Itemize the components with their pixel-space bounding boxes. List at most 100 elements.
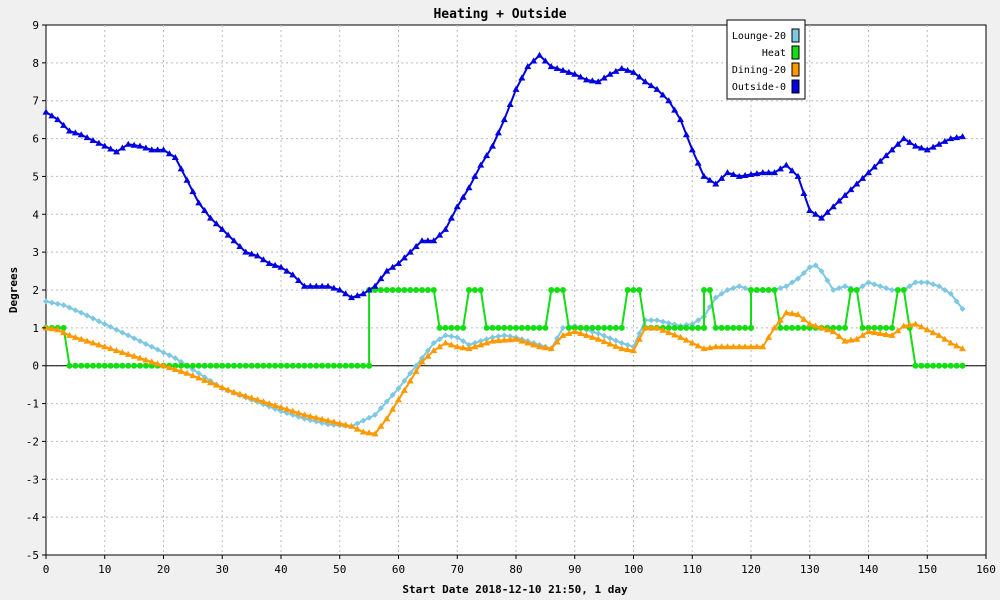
data-point [189, 362, 196, 369]
data-point [506, 336, 514, 343]
data-point [736, 283, 743, 290]
data-point [865, 279, 872, 286]
data-point [883, 285, 890, 292]
data-point [219, 362, 226, 369]
data-point [77, 335, 85, 342]
data-point [818, 324, 825, 331]
data-point [513, 324, 519, 331]
data-point [941, 137, 949, 144]
data-point [177, 165, 185, 172]
data-point [882, 330, 890, 337]
y-tick-label: 6 [32, 133, 39, 146]
data-point [795, 324, 801, 331]
data-point [466, 287, 472, 293]
data-point [419, 287, 425, 293]
data-point [165, 364, 173, 371]
data-point [924, 362, 931, 369]
data-point [60, 302, 67, 309]
data-point [195, 374, 203, 381]
data-point [436, 343, 444, 350]
data-point [953, 362, 960, 369]
data-point [607, 335, 613, 342]
data-point [277, 403, 285, 410]
data-point [876, 157, 884, 164]
data-point [729, 171, 737, 178]
data-point [436, 336, 443, 343]
data-point [595, 330, 602, 337]
data-point [959, 362, 966, 369]
data-point [912, 362, 919, 369]
data-point [583, 76, 590, 83]
data-point [941, 287, 948, 293]
data-point [789, 324, 796, 331]
data-point [783, 324, 790, 331]
data-point [95, 341, 103, 348]
data-point [912, 142, 919, 149]
data-point [536, 51, 543, 58]
data-point [788, 167, 796, 174]
data-point [665, 324, 672, 331]
data-point [66, 362, 73, 369]
data-point [800, 324, 807, 331]
data-point [606, 70, 614, 77]
data-point [95, 139, 103, 146]
data-point [406, 377, 414, 384]
data-point [701, 287, 707, 293]
data-point [377, 422, 385, 429]
data-point [953, 298, 960, 305]
data-point [489, 334, 496, 341]
data-point [812, 322, 820, 329]
data-point [494, 129, 502, 136]
data-point [195, 199, 203, 206]
data-point [395, 396, 402, 403]
data-point [518, 74, 526, 81]
data-point [953, 134, 961, 141]
data-point [688, 146, 696, 153]
data-point [471, 172, 479, 179]
data-point [118, 144, 126, 151]
data-point [624, 341, 631, 348]
data-point [729, 343, 737, 350]
data-point [648, 317, 655, 324]
data-point [612, 342, 620, 349]
data-point [560, 287, 566, 293]
data-point [336, 419, 344, 426]
data-point [947, 339, 955, 346]
data-point [700, 345, 708, 352]
data-point [137, 362, 143, 369]
data-point [172, 362, 179, 369]
data-point [165, 150, 173, 157]
data-point [600, 74, 608, 81]
data-point [136, 354, 144, 361]
data-point [212, 381, 220, 388]
data-point [430, 287, 437, 293]
data-point [806, 320, 814, 327]
data-point [430, 347, 438, 354]
legend-label: Dining-20 [732, 65, 786, 76]
data-point [959, 133, 966, 140]
data-point [424, 237, 432, 244]
data-point [718, 174, 726, 181]
data-point [460, 324, 467, 331]
data-point [90, 362, 96, 369]
data-point [747, 343, 755, 350]
data-point [742, 324, 749, 331]
data-point [830, 287, 837, 293]
data-point [183, 369, 191, 376]
data-point [782, 309, 790, 316]
data-point [201, 362, 208, 369]
legend-label: Outside-0 [732, 82, 786, 93]
x-tick-label: 160 [976, 563, 996, 576]
data-point [289, 362, 296, 369]
data-point [741, 343, 749, 350]
data-point [847, 336, 855, 343]
data-point [442, 324, 449, 331]
data-point [54, 326, 62, 333]
data-point [870, 163, 878, 170]
data-point [953, 342, 961, 349]
data-point [542, 324, 549, 331]
data-point [266, 362, 273, 369]
data-point [213, 362, 220, 369]
x-tick-label: 10 [98, 563, 111, 576]
data-point [806, 207, 814, 213]
